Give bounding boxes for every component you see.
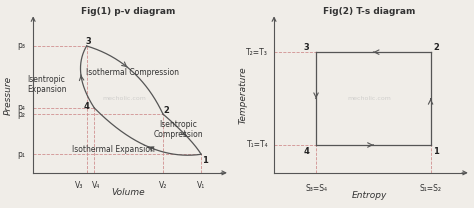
Text: T₂=T₃: T₂=T₃ [246, 48, 268, 57]
Text: p₄: p₄ [18, 103, 26, 112]
Text: V₂: V₂ [159, 181, 167, 189]
Title: Fig(1) p-v diagram: Fig(1) p-v diagram [82, 7, 176, 16]
Text: p₁: p₁ [18, 150, 26, 159]
Text: 3: 3 [304, 43, 310, 52]
Text: 2: 2 [164, 106, 170, 115]
Text: Temperature: Temperature [239, 67, 248, 124]
Text: Isentropic
Expansion: Isentropic Expansion [27, 75, 66, 94]
Text: 4: 4 [303, 147, 310, 156]
Text: V₄: V₄ [92, 181, 100, 189]
Text: Isentropic
Compression: Isentropic Compression [154, 120, 203, 139]
Text: 4: 4 [84, 102, 90, 111]
Text: 1: 1 [433, 147, 439, 156]
Text: Isothermal Expansion: Isothermal Expansion [72, 145, 155, 154]
Text: Isothermal Compression: Isothermal Compression [86, 68, 179, 77]
Text: Entropy: Entropy [352, 191, 387, 200]
Text: p₂: p₂ [18, 110, 26, 119]
Text: Pressure: Pressure [4, 76, 13, 115]
Text: 3: 3 [86, 37, 91, 46]
Text: 1: 1 [202, 156, 208, 165]
Text: mecholic.com: mecholic.com [347, 96, 392, 101]
Text: T₁=T₄: T₁=T₄ [246, 140, 268, 150]
Text: 2: 2 [433, 43, 439, 52]
Text: mecholic.com: mecholic.com [103, 96, 147, 101]
Text: V₃: V₃ [75, 181, 83, 189]
Text: p₃: p₃ [18, 41, 26, 51]
Text: V₁: V₁ [197, 181, 205, 189]
Text: S₁=S₂: S₁=S₂ [419, 184, 442, 193]
Title: Fig(2) T-s diagram: Fig(2) T-s diagram [323, 7, 416, 16]
Text: S₃=S₄: S₃=S₄ [305, 184, 327, 193]
Text: Volume: Volume [112, 188, 146, 197]
